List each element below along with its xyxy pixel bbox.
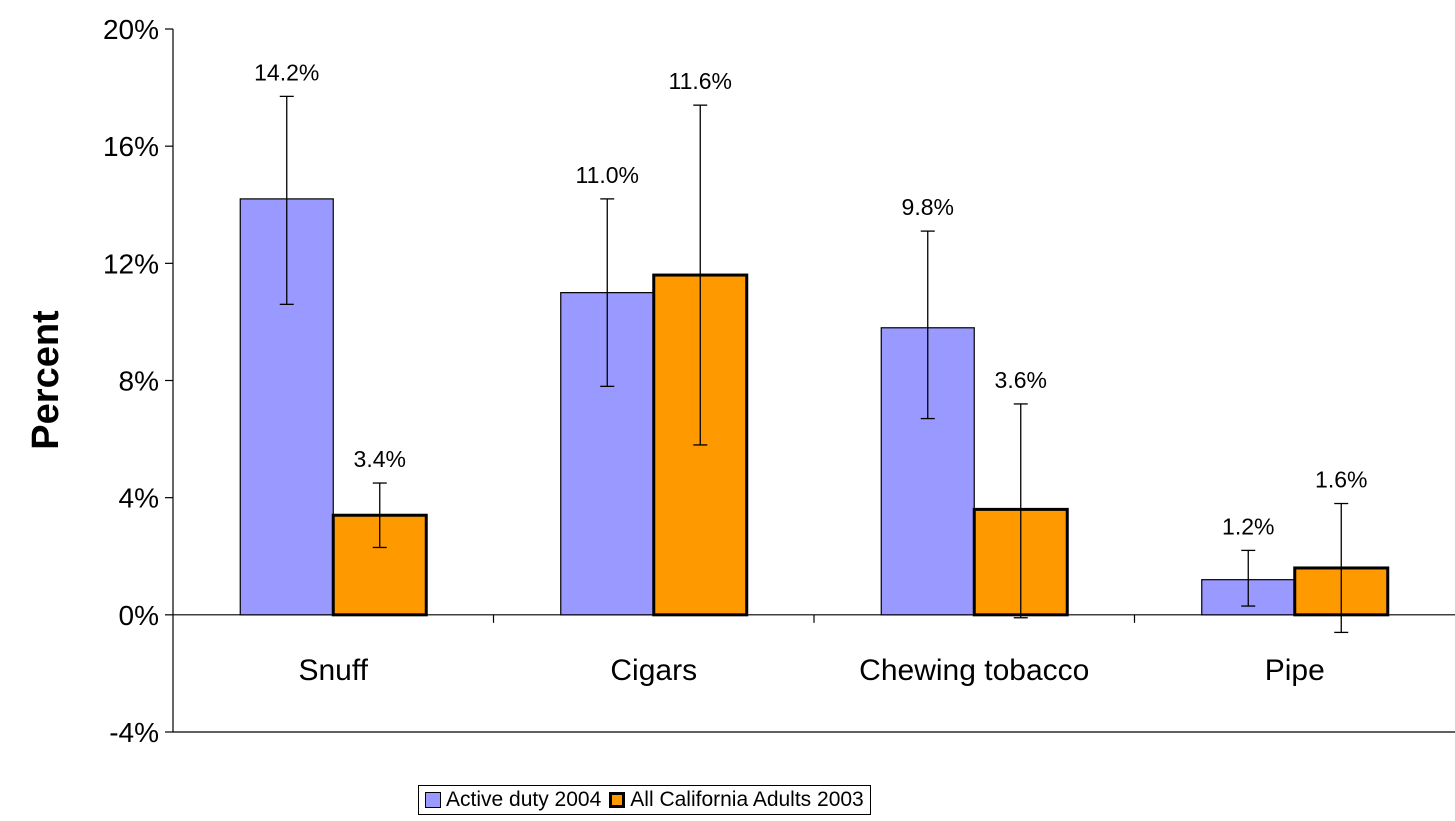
y-tick-label: 8% (119, 366, 159, 397)
y-tick-label: 4% (119, 483, 159, 514)
error-bars (279, 95, 1349, 634)
data-label: 11.0% (575, 162, 639, 188)
data-labels: 14.2% 11.0% 9.8% 1.2% 3.4% 11.6% 3.6% 1.6% (254, 59, 1367, 539)
legend-label-california-adults: All California Adults 2003 (630, 788, 864, 811)
legend-swatch-california-adults (609, 792, 626, 808)
legend-item-active-duty: Active duty 2004 (425, 788, 601, 812)
x-tick-label: Pipe (1265, 654, 1325, 687)
data-label: 1.2% (1222, 513, 1274, 539)
data-label: 3.4% (354, 446, 406, 472)
legend-label-active-duty: Active duty 2004 (446, 788, 602, 811)
data-label: 9.8% (902, 194, 954, 220)
x-tick-label: Chewing tobacco (859, 654, 1089, 687)
data-label: 1.6% (1315, 467, 1367, 493)
y-tick-label: 12% (103, 248, 159, 279)
y-axis-title: Percent (25, 310, 67, 450)
y-tick-label: 16% (103, 131, 159, 162)
data-label: 11.6% (668, 68, 732, 94)
x-tick-label: Snuff (298, 654, 368, 687)
y-tick-label: 0% (119, 600, 159, 631)
legend: Active duty 2004 All California Adults 2… (418, 785, 871, 815)
data-label: 14.2% (254, 59, 319, 85)
y-tick-label: -4% (109, 717, 159, 748)
axes: 20% 16% 12% 8% 4% 0% -4% Snuff Cigars Chewing tob… (103, 14, 1455, 748)
data-label: 3.6% (995, 367, 1047, 393)
y-tick-label: 20% (103, 14, 159, 45)
plot-area (173, 29, 1455, 732)
legend-item-california-adults: All California Adults 2003 (609, 788, 864, 812)
legend-swatch-active-duty (425, 792, 441, 808)
x-tick-label: Cigars (610, 654, 697, 687)
